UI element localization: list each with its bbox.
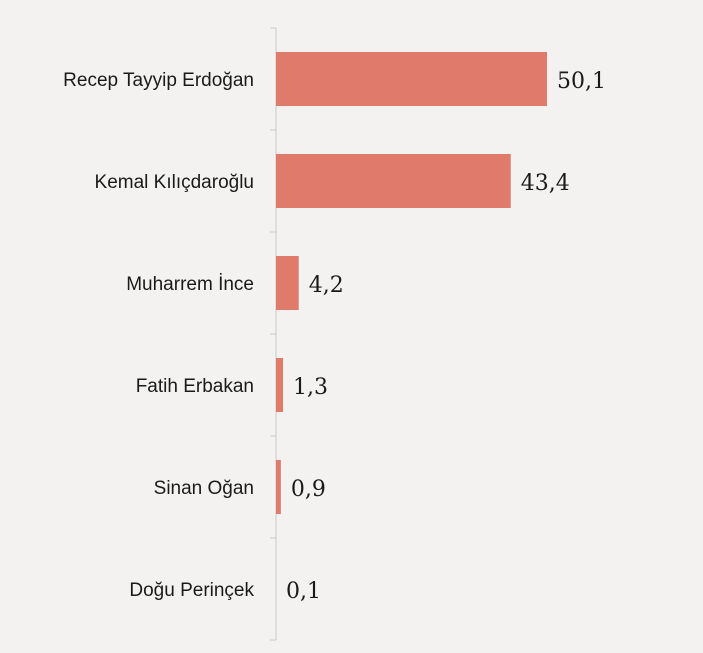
bar-0: [276, 52, 547, 106]
value-label: 0,1: [286, 579, 321, 604]
bar-2: [276, 256, 299, 310]
bar-4: [276, 460, 281, 514]
bars-layer: [276, 52, 547, 514]
category-label: Fatih Erbakan: [136, 376, 254, 397]
category-label: Muharrem İnce: [126, 274, 254, 295]
category-label: Kemal Kılıçdaroğlu: [95, 172, 254, 193]
value-label: 43,4: [521, 171, 570, 196]
labels-layer: Recep Tayyip Erdoğan 50,1 Kemal Kılıçdaroğ…: [63, 69, 606, 604]
value-label: 1,3: [293, 375, 328, 400]
value-label: 50,1: [557, 69, 606, 94]
bar-3: [276, 358, 284, 412]
category-label: Doğu Perinçek: [129, 580, 254, 601]
value-label: 4,2: [309, 273, 344, 298]
axis-layer: [270, 27, 277, 641]
category-label: Sinan Oğan: [154, 478, 254, 499]
category-label: Recep Tayyip Erdoğan: [63, 70, 254, 91]
bar-1: [276, 154, 511, 208]
value-label: 0,9: [291, 477, 326, 502]
